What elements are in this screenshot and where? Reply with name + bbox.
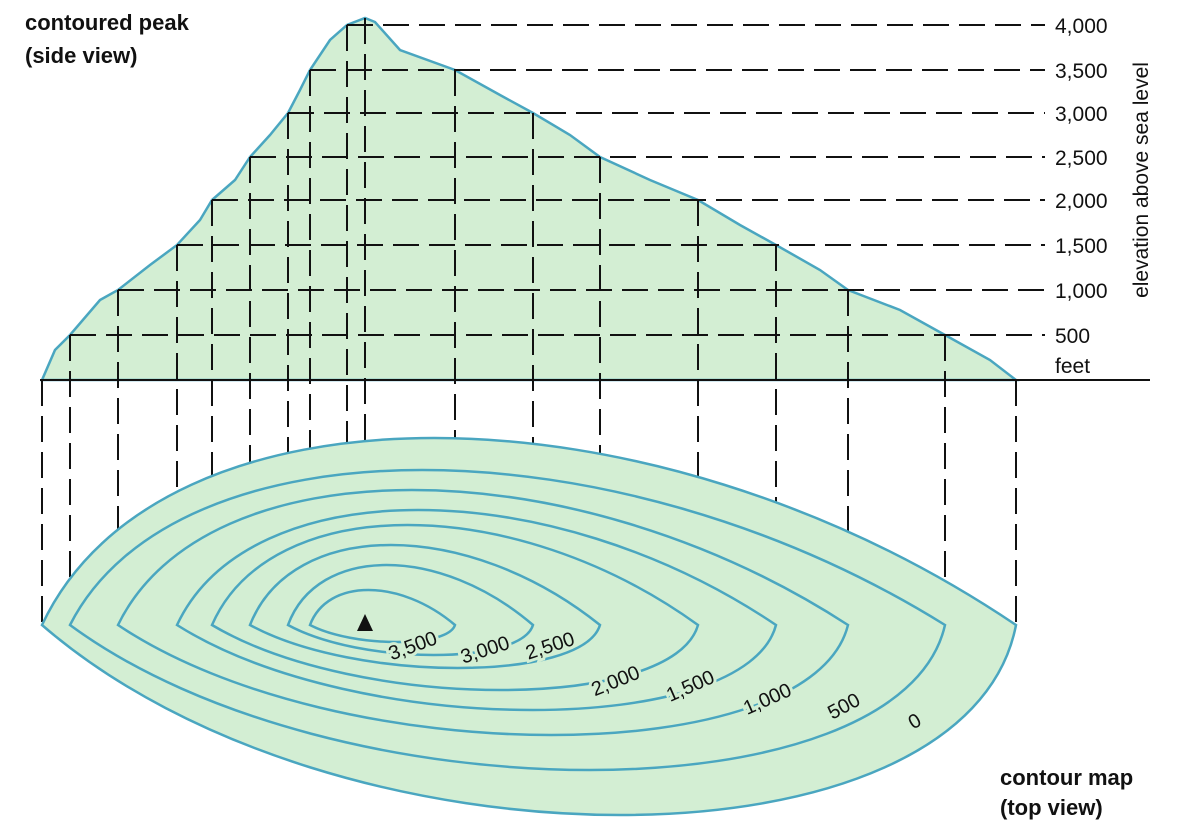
elevation-label: 3,000 — [1055, 103, 1108, 126]
map-title: (top view) — [1000, 795, 1103, 820]
contour-line — [286, 563, 535, 657]
elevation-label: 2,500 — [1055, 147, 1108, 170]
elevation-label: 2,000 — [1055, 190, 1108, 213]
contour-line — [68, 468, 947, 772]
contour-line — [308, 588, 457, 644]
map-title: contour map — [1000, 765, 1133, 790]
contour-line — [175, 508, 778, 712]
peak-marker — [357, 614, 373, 631]
elevation-label: 1,000 — [1055, 280, 1108, 303]
side-title: (side view) — [25, 43, 137, 68]
elevation-label: 3,500 — [1055, 60, 1108, 83]
elevation-label: 4,000 — [1055, 15, 1108, 38]
contour-line — [116, 488, 850, 737]
contour-line — [210, 523, 700, 692]
axis-label: elevation above sea level — [1130, 62, 1153, 298]
elevation-label: 1,500 — [1055, 235, 1108, 258]
contour-line — [40, 436, 1018, 817]
elevation-label: 500 — [1055, 325, 1090, 348]
unit-label: feet — [1055, 355, 1090, 378]
contour-line — [248, 543, 602, 670]
side-title: contoured peak — [25, 10, 190, 35]
